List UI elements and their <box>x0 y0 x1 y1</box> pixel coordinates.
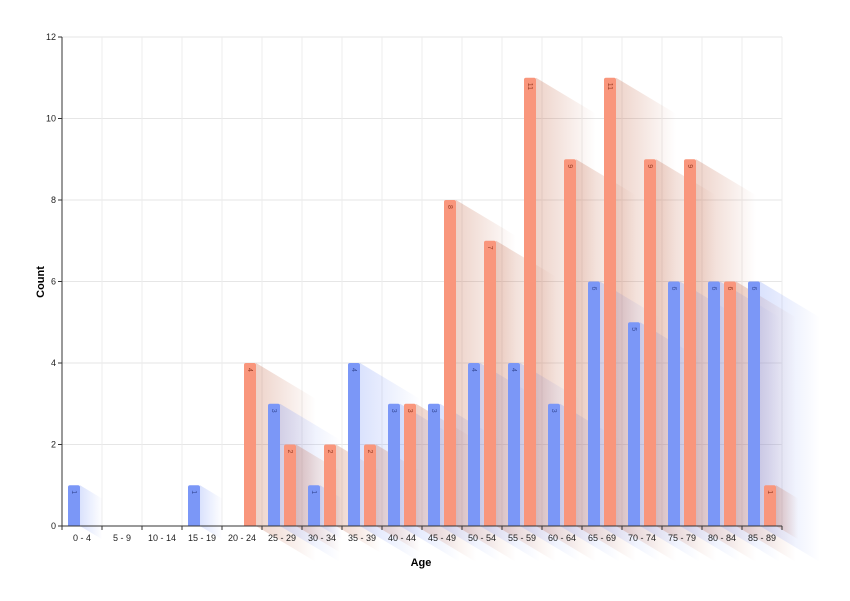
bar-blue <box>348 363 360 526</box>
bar-blue <box>188 485 200 526</box>
x-tick-label: 85 - 89 <box>748 533 776 543</box>
bar-red <box>564 159 576 526</box>
bar-value-label: 3 <box>430 409 437 413</box>
bar-red <box>404 403 416 526</box>
bar-red <box>364 444 376 526</box>
bar-value-label: 3 <box>390 409 397 413</box>
bar-red <box>684 159 696 526</box>
bar-value-label: 2 <box>366 450 373 454</box>
x-axis-title: Age <box>411 557 432 569</box>
bar-value-label: 6 <box>726 287 733 291</box>
bar-blue <box>308 485 320 526</box>
x-tick-label: 55 - 59 <box>508 533 536 543</box>
x-tick-label: 20 - 24 <box>228 533 256 543</box>
bar-blue <box>388 403 400 526</box>
bar-blue <box>68 485 80 526</box>
y-tick-label: 10 <box>46 114 56 124</box>
bar-value-label: 7 <box>486 246 493 250</box>
bar-value-label: 6 <box>750 287 757 291</box>
bar-red <box>764 485 776 526</box>
bar-blue <box>628 322 640 526</box>
x-tick-label: 65 - 69 <box>588 533 616 543</box>
bar-value-label: 3 <box>406 409 413 413</box>
bar-red <box>644 159 656 526</box>
x-tick-label: 25 - 29 <box>268 533 296 543</box>
x-tick-label: 70 - 74 <box>628 533 656 543</box>
bar-value-label: 8 <box>446 205 453 209</box>
y-tick-label: 0 <box>51 521 56 531</box>
bar-value-label: 11 <box>526 83 533 90</box>
x-tick-label: 60 - 64 <box>548 533 576 543</box>
bar-red <box>724 281 736 526</box>
bar-blue <box>268 403 280 526</box>
bar-value-label: 9 <box>646 164 653 168</box>
bar-red <box>284 444 296 526</box>
bar-value-label: 5 <box>630 327 637 331</box>
bar-blue <box>468 363 480 526</box>
bar-value-label: 6 <box>710 287 717 291</box>
bar-blue <box>588 281 600 526</box>
x-tick-label: 35 - 39 <box>348 533 376 543</box>
y-tick-label: 2 <box>51 440 56 450</box>
bar-value-label: 3 <box>270 409 277 413</box>
bar-red <box>484 240 496 526</box>
x-tick-label: 0 - 4 <box>73 533 91 543</box>
bar-red <box>524 77 536 526</box>
x-tick-label: 30 - 34 <box>308 533 336 543</box>
bar-red <box>244 363 256 526</box>
x-tick-label: 40 - 44 <box>388 533 416 543</box>
bar-shadow-blue <box>200 485 223 540</box>
bar-blue <box>548 403 560 526</box>
bar-blue <box>428 403 440 526</box>
x-tick-label: 50 - 54 <box>468 533 496 543</box>
y-tick-label: 4 <box>51 358 56 368</box>
bar-red <box>324 444 336 526</box>
bar-blue <box>508 363 520 526</box>
bar-blue <box>748 281 760 526</box>
y-tick-label: 6 <box>51 277 56 287</box>
bar-value-label: 1 <box>70 490 77 494</box>
x-tick-label: 75 - 79 <box>668 533 696 543</box>
bar-value-label: 6 <box>670 287 677 291</box>
bar-value-label: 2 <box>326 450 333 454</box>
bar-value-label: 11 <box>606 83 613 90</box>
x-tick-label: 45 - 49 <box>428 533 456 543</box>
bar-value-label: 1 <box>310 490 317 494</box>
y-tick-label: 12 <box>46 32 56 42</box>
bar-blue <box>708 281 720 526</box>
y-tick-label: 8 <box>51 195 56 205</box>
y-axis-title: Count <box>35 266 47 298</box>
bar-value-label: 4 <box>246 368 253 372</box>
x-tick-label: 15 - 19 <box>188 533 216 543</box>
bar-shadow-blue <box>80 485 103 540</box>
x-tick-label: 10 - 14 <box>148 533 176 543</box>
bar-value-label: 2 <box>286 450 293 454</box>
bar-value-label: 6 <box>590 287 597 291</box>
bar-value-label: 3 <box>550 409 557 413</box>
bar-value-label: 4 <box>470 368 477 372</box>
bar-red <box>444 200 456 526</box>
x-tick-label: 80 - 84 <box>708 533 736 543</box>
bar-blue <box>668 281 680 526</box>
bar-red <box>604 77 616 526</box>
bar-value-label: 1 <box>190 490 197 494</box>
x-tick-label: 5 - 9 <box>113 533 131 543</box>
bar-value-label: 9 <box>686 164 693 168</box>
bar-value-label: 9 <box>566 164 573 168</box>
bar-value-label: 1 <box>766 490 773 494</box>
bar-value-label: 4 <box>350 368 357 372</box>
bar-value-label: 4 <box>510 368 517 372</box>
